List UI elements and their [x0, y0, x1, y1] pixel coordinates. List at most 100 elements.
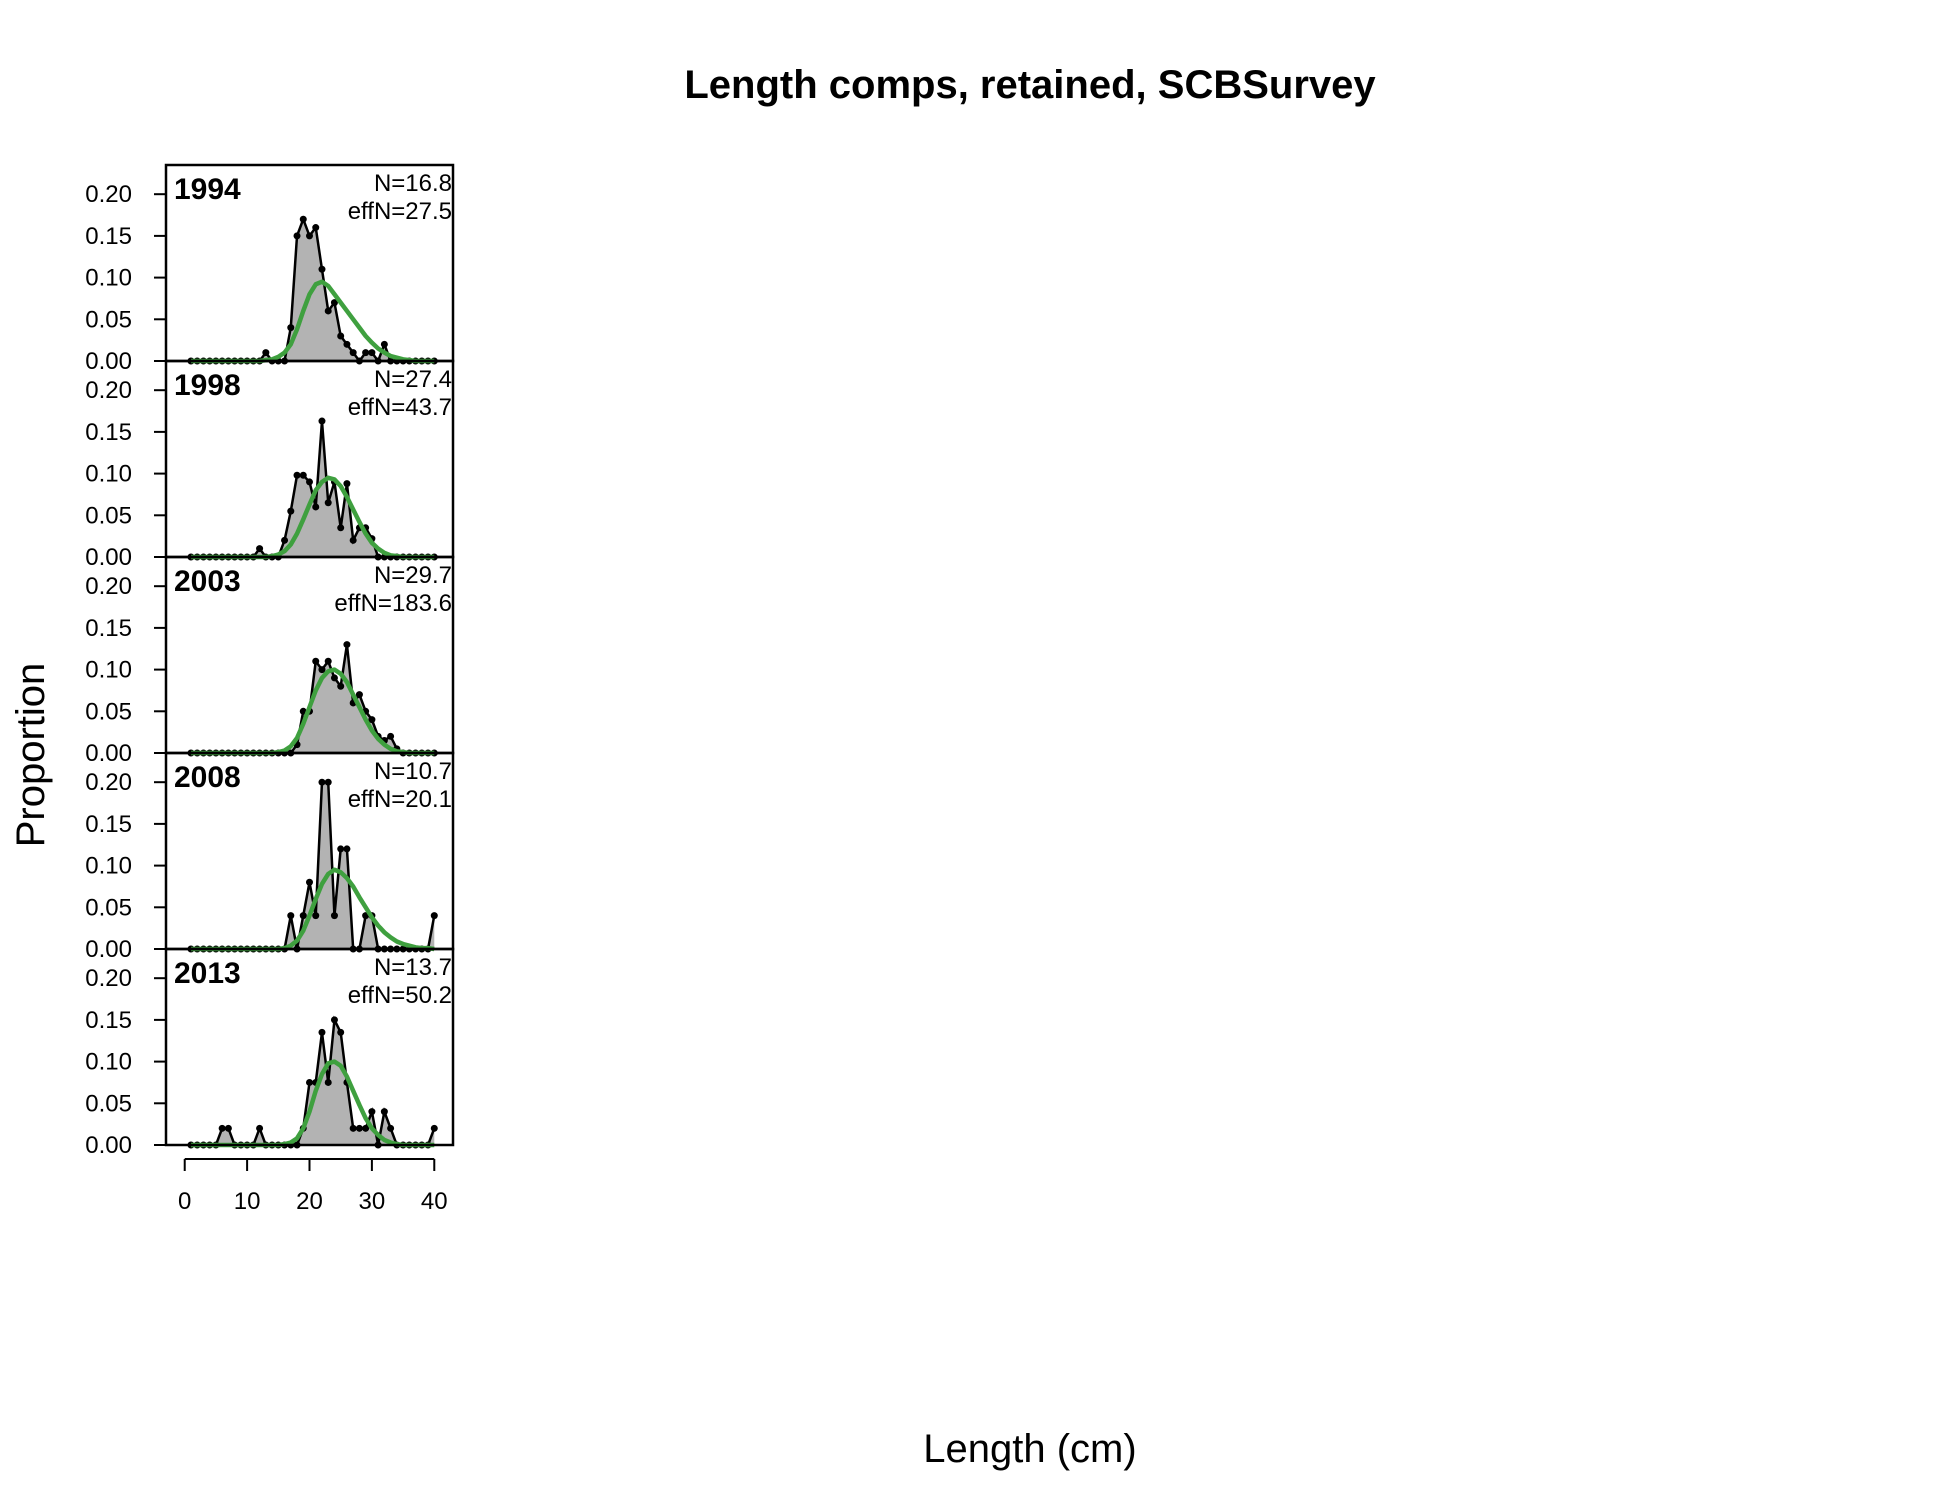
observed-point	[355, 691, 363, 699]
observed-point	[293, 232, 301, 240]
panel-effn-label: effN=50.2	[348, 982, 452, 1009]
observed-point	[312, 657, 320, 665]
observed-point	[330, 299, 338, 307]
y-tick-label: 0.15	[85, 419, 132, 446]
x-tick-label: 10	[234, 1188, 261, 1215]
observed-point	[362, 349, 370, 357]
observed-point	[306, 1078, 313, 1086]
observed-point	[368, 1108, 376, 1116]
observed-point	[318, 778, 326, 786]
observed-area	[190, 421, 435, 557]
y-tick-label: 0.05	[85, 894, 132, 921]
y-tick-label: 0.00	[85, 544, 132, 571]
panel-year-label: 2003	[174, 565, 241, 598]
panel-n-label: N=13.7	[374, 954, 452, 981]
observed-point	[337, 332, 345, 340]
observed-point	[324, 657, 332, 665]
observed-point	[318, 265, 326, 273]
observed-point	[330, 1016, 338, 1024]
y-tick-label: 0.15	[85, 615, 132, 642]
x-tick-label: 30	[359, 1188, 386, 1215]
y-tick-label: 0.10	[85, 1049, 132, 1076]
y-tick-label: 0.05	[85, 502, 132, 529]
x-tick-label: 20	[296, 1188, 323, 1215]
observed-point	[324, 1078, 332, 1086]
observed-point	[430, 1124, 438, 1132]
y-tick-label: 0.10	[85, 265, 132, 292]
panel-effn-label: effN=27.5	[348, 198, 452, 225]
observed-point	[349, 349, 357, 357]
panel-effn-label: effN=20.1	[348, 786, 452, 813]
y-tick-label: 0.05	[85, 698, 132, 725]
observed-point	[337, 1028, 345, 1036]
observed-point	[330, 912, 338, 920]
observed-point	[349, 536, 357, 544]
y-tick-label: 0.20	[85, 181, 132, 208]
y-tick-label: 0.00	[85, 1132, 132, 1159]
y-tick-label: 0.20	[85, 573, 132, 600]
x-tick-label: 0	[178, 1188, 191, 1215]
observed-point	[287, 912, 295, 920]
panel-n-label: N=16.8	[374, 170, 452, 197]
observed-point	[299, 471, 307, 479]
panel-effn-label: effN=183.6	[334, 590, 452, 617]
y-tick-label: 0.20	[85, 769, 132, 796]
observed-point	[337, 845, 345, 853]
observed-point	[293, 471, 301, 479]
observed-point	[299, 215, 307, 223]
observed-point	[355, 1124, 363, 1132]
observed-point	[312, 224, 320, 232]
observed-point	[281, 536, 289, 544]
y-tick-label: 0.10	[85, 461, 132, 488]
observed-point	[299, 912, 307, 920]
observed-point	[256, 1124, 264, 1132]
panel-year-label: 1998	[174, 369, 241, 402]
observed-point	[306, 232, 313, 240]
observed-point	[380, 340, 388, 348]
y-tick-label: 0.00	[85, 740, 132, 767]
observed-point	[312, 503, 320, 511]
observed-point	[430, 912, 438, 920]
y-tick-label: 0.00	[85, 936, 132, 963]
x-axis-label: Length (cm)	[923, 1427, 1136, 1471]
chart-title: Length comps, retained, SCBSurvey	[684, 63, 1376, 107]
observed-point	[256, 545, 264, 553]
observed-point	[343, 480, 351, 488]
observed-point	[224, 1124, 232, 1132]
observed-point	[387, 1124, 395, 1132]
observed-point	[324, 499, 332, 507]
observed-point	[218, 1124, 226, 1132]
x-axis: 0 10 20 30 40	[178, 1158, 448, 1215]
observed-point	[318, 666, 326, 674]
observed-point	[287, 324, 295, 332]
observed-point	[387, 732, 395, 740]
observed-point	[287, 507, 295, 515]
observed-point	[337, 524, 345, 532]
observed-point	[362, 1124, 370, 1132]
y-axis-label: Proportion	[9, 663, 53, 848]
observed-point	[306, 878, 313, 886]
observed-point	[343, 641, 351, 649]
y-tick-label: 0.00	[85, 348, 132, 375]
y-tick-label: 0.15	[85, 223, 132, 250]
observed-point	[343, 340, 351, 348]
observed-point	[343, 845, 351, 853]
panel-stack: 0.000.050.100.150.20 1994 N=16.8effN=27.50…	[85, 163, 455, 1159]
panel-effn-label: effN=43.7	[348, 394, 452, 421]
y-tick-label: 0.05	[85, 1090, 132, 1117]
observed-point	[324, 778, 332, 786]
observed-point	[330, 674, 338, 682]
observed-point	[380, 1108, 388, 1116]
panel-n-label: N=29.7	[374, 562, 452, 589]
y-tick-label: 0.05	[85, 306, 132, 333]
panel-year-label: 2013	[174, 957, 241, 990]
observed-point	[368, 349, 376, 357]
observed-point	[318, 417, 326, 425]
x-tick-label: 40	[421, 1188, 448, 1215]
panel-n-label: N=27.4	[374, 366, 452, 393]
panel-year-label: 1994	[174, 173, 241, 206]
